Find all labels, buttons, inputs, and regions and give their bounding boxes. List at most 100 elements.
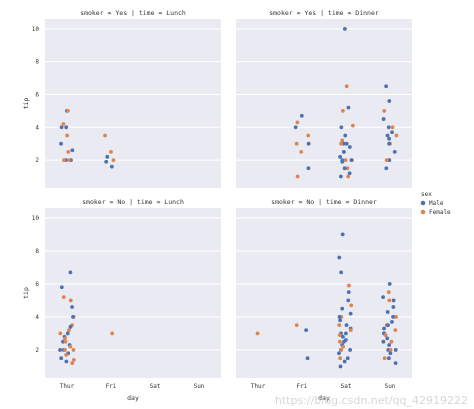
panel-title: smoker = Yes | time = Dinner bbox=[269, 9, 379, 17]
data-point-female bbox=[67, 158, 72, 163]
panel-background bbox=[236, 19, 412, 188]
data-point-male bbox=[391, 315, 395, 319]
x-axis-label: day bbox=[127, 394, 139, 402]
data-point-male bbox=[344, 323, 349, 328]
panel-background bbox=[45, 208, 221, 378]
data-point-male bbox=[109, 164, 114, 169]
data-point-male bbox=[386, 356, 391, 361]
data-point-female bbox=[337, 323, 342, 328]
data-point-female bbox=[344, 84, 349, 89]
legend-label-female: Female bbox=[429, 209, 451, 216]
data-point-male bbox=[391, 298, 396, 303]
x-tick-label: Thur bbox=[60, 383, 75, 390]
data-point-male bbox=[348, 348, 352, 352]
data-point-female bbox=[58, 331, 63, 336]
data-point-male bbox=[342, 166, 347, 171]
data-point-female bbox=[337, 339, 342, 344]
data-point-male bbox=[343, 133, 348, 138]
data-point-female bbox=[393, 328, 398, 333]
data-point-male bbox=[385, 336, 390, 341]
data-point-female bbox=[103, 133, 107, 138]
data-point-female bbox=[68, 344, 73, 349]
y-tick-label: 4 bbox=[35, 124, 39, 131]
data-point-male bbox=[344, 331, 348, 336]
data-point-male bbox=[104, 159, 109, 164]
data-point-male bbox=[71, 315, 75, 319]
data-point-female bbox=[390, 125, 395, 130]
y-tick-label: 2 bbox=[35, 347, 39, 354]
x-tick-label: Fri bbox=[297, 383, 308, 390]
panel-title: smoker = No | time = Lunch bbox=[82, 198, 184, 206]
data-point-male bbox=[306, 141, 311, 146]
data-point-female bbox=[341, 108, 345, 113]
data-point-male bbox=[347, 171, 352, 176]
y-tick-label: 2 bbox=[35, 157, 39, 164]
data-point-male bbox=[384, 166, 389, 171]
data-point-male bbox=[342, 26, 347, 31]
panel-background bbox=[236, 208, 412, 378]
data-point-female bbox=[70, 361, 75, 366]
data-point-female bbox=[65, 133, 69, 138]
x-tick-label: Fri bbox=[106, 383, 117, 390]
panel-title: smoker = Yes | time = Lunch bbox=[80, 9, 186, 17]
data-point-female bbox=[72, 357, 76, 362]
x-axis-label: day bbox=[318, 394, 330, 402]
data-point-male bbox=[381, 295, 385, 300]
data-point-male bbox=[385, 310, 390, 314]
data-point-male bbox=[391, 305, 396, 309]
data-point-male bbox=[338, 318, 343, 323]
data-point-male bbox=[387, 343, 392, 347]
data-point-female bbox=[66, 150, 71, 154]
x-tick-label: Thur bbox=[251, 383, 266, 390]
data-point-female bbox=[295, 120, 300, 125]
data-point-male bbox=[105, 154, 110, 159]
data-point-male bbox=[346, 105, 351, 110]
data-point-female bbox=[111, 158, 116, 163]
data-point-female bbox=[350, 123, 355, 128]
data-point-female bbox=[384, 158, 389, 163]
data-point-male bbox=[341, 150, 346, 154]
data-point-male bbox=[58, 348, 62, 352]
panel-background bbox=[45, 19, 221, 188]
data-point-male bbox=[340, 159, 345, 164]
data-point-male bbox=[338, 154, 342, 159]
data-point-male bbox=[345, 356, 350, 361]
data-point-female bbox=[382, 356, 387, 361]
data-point-female bbox=[339, 141, 344, 146]
data-point-male bbox=[346, 290, 351, 295]
data-point-female bbox=[299, 150, 304, 154]
y-tick-label: 10 bbox=[32, 26, 40, 33]
data-point-male bbox=[348, 311, 353, 316]
data-point-male bbox=[64, 359, 69, 364]
legend-marker-female bbox=[420, 209, 426, 215]
data-point-female bbox=[343, 158, 348, 163]
data-point-male bbox=[340, 232, 345, 237]
data-point-male bbox=[70, 305, 74, 309]
data-point-female bbox=[382, 108, 387, 113]
data-point-female bbox=[294, 323, 299, 328]
data-point-female bbox=[341, 344, 346, 349]
data-point-male bbox=[382, 326, 386, 331]
y-axis-label: tip bbox=[22, 287, 30, 299]
data-point-female bbox=[345, 166, 350, 171]
data-point-female bbox=[63, 336, 67, 341]
y-axis-label: tip bbox=[22, 98, 30, 110]
data-point-male bbox=[340, 306, 345, 311]
y-tick-label: 8 bbox=[35, 59, 39, 66]
data-point-female bbox=[65, 108, 70, 113]
y-tick-label: 6 bbox=[35, 91, 39, 98]
data-point-female bbox=[71, 348, 76, 352]
panel-title: smoker = No | time = Dinner bbox=[271, 198, 377, 206]
x-tick-label: Sun bbox=[385, 383, 396, 390]
data-point-female bbox=[61, 295, 66, 300]
data-point-male bbox=[387, 99, 392, 103]
data-point-female bbox=[337, 333, 342, 337]
watermark-text: https://blog.csdn.net/qq_42919222 bbox=[274, 394, 468, 407]
data-point-male bbox=[381, 117, 386, 121]
data-point-male bbox=[390, 130, 394, 135]
data-point-female bbox=[62, 158, 66, 163]
data-point-male bbox=[381, 339, 386, 344]
data-point-female bbox=[340, 138, 345, 143]
data-point-male bbox=[340, 334, 345, 339]
